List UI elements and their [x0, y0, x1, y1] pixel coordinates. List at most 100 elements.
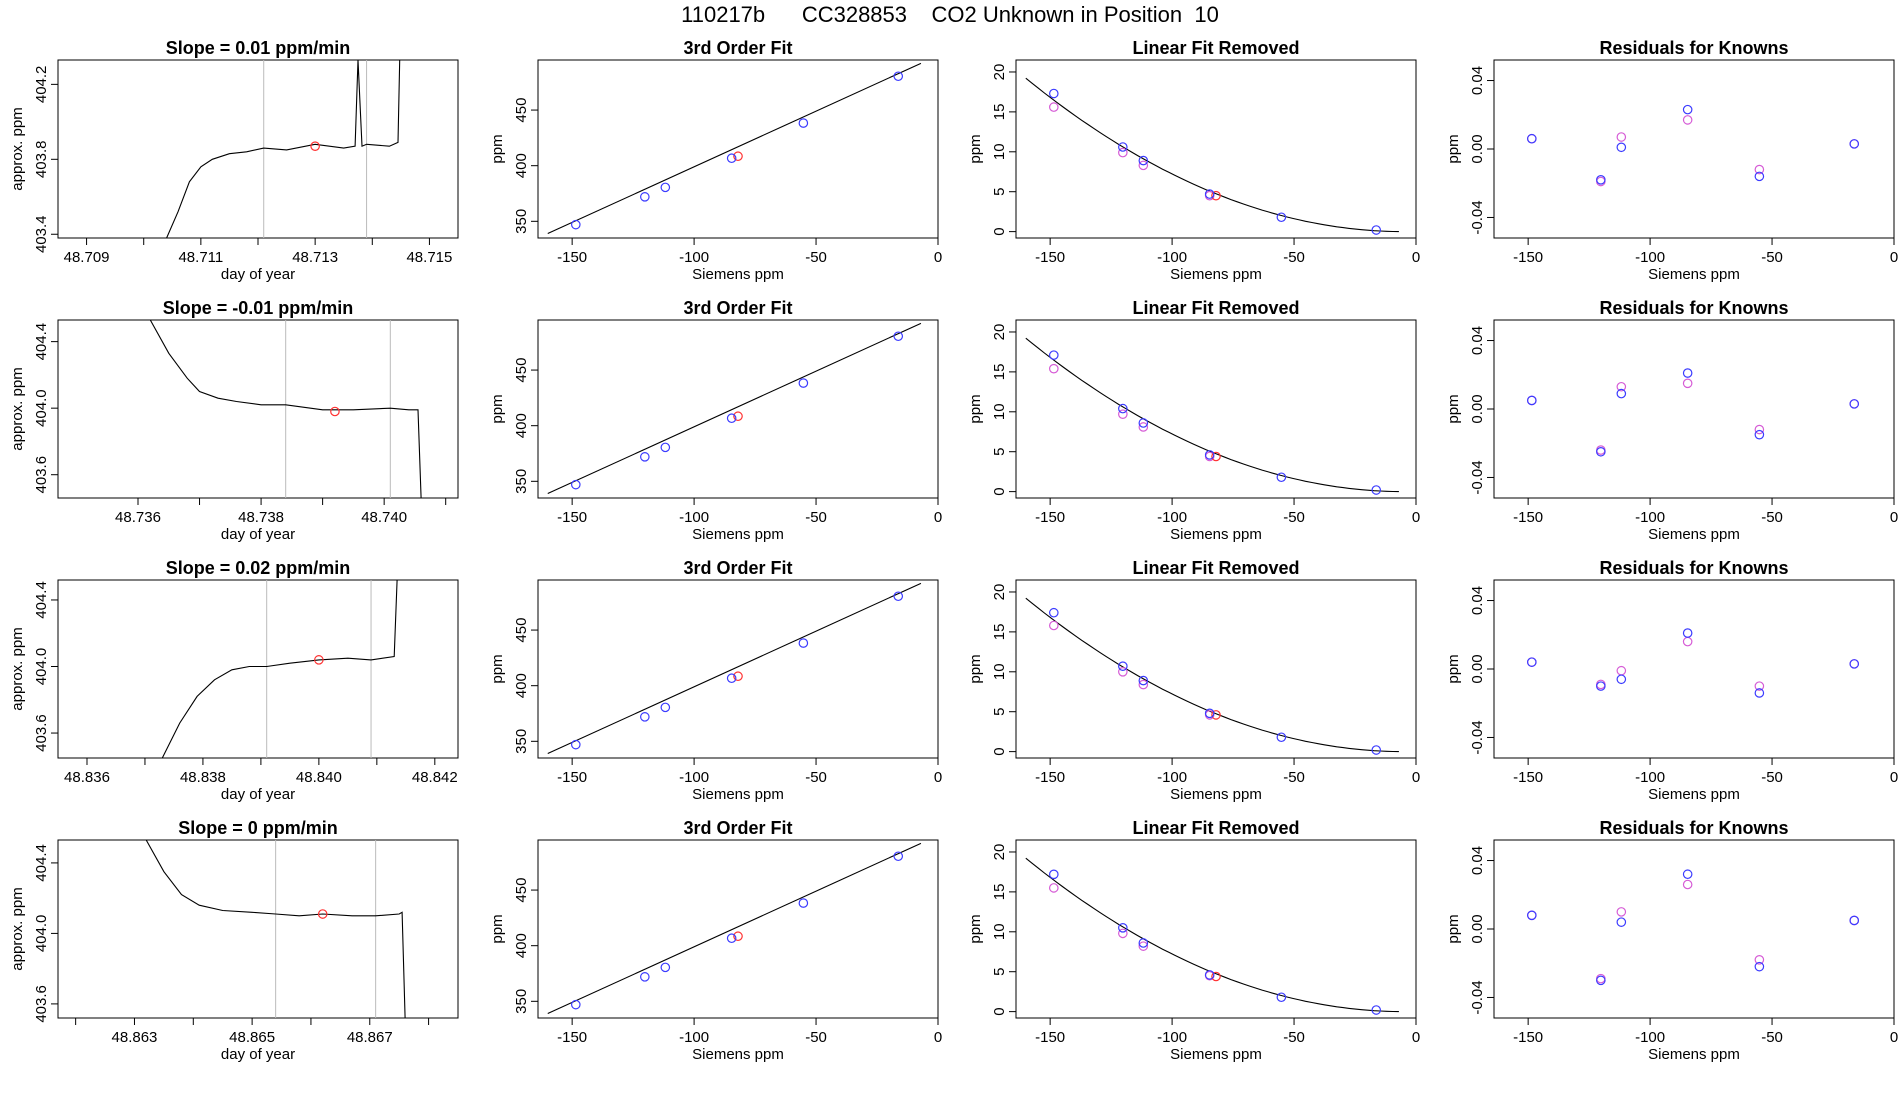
fit-point [1682, 879, 1693, 890]
y-axis-label: approx. ppm [9, 367, 26, 450]
known-point [1118, 142, 1128, 152]
panel-title: Residuals for Knowns [1599, 298, 1788, 318]
plot-area [1025, 337, 1399, 495]
x-tick-label: -150 [1513, 509, 1543, 526]
y-tick-label: 404.0 [33, 389, 50, 427]
x-tick-label: -100 [1635, 249, 1665, 266]
x-tick-label: -150 [1035, 769, 1065, 786]
panel-r1c2: 3rd Order Fit -150 -100 -50 0 Siemens ppm 350 4… [489, 38, 942, 283]
known-point [1849, 139, 1860, 149]
fit-curve [1025, 77, 1399, 233]
y-tick-label: -0.04 [1469, 460, 1486, 494]
known-point [1138, 675, 1149, 686]
panel-title: Residuals for Knowns [1599, 38, 1788, 58]
plot-frame [57, 579, 459, 759]
y-tick-label: 403.4 [33, 215, 50, 253]
y-tick-label: 350 [513, 209, 530, 234]
fit-point [1682, 378, 1693, 389]
y-tick-label: 403.6 [33, 456, 50, 494]
known-point [893, 851, 904, 862]
unknown-point [1211, 971, 1221, 982]
fit-point [1138, 422, 1149, 432]
y-axis-label: ppm [489, 914, 506, 943]
x-tick-label: -150 [557, 769, 587, 786]
known-point [1204, 708, 1215, 719]
known-point [1849, 915, 1860, 926]
x-tick-label: -100 [679, 769, 709, 786]
y-tick-label: 20 [991, 64, 1008, 81]
panel-r2c2: 3rd Order Fit -150 -100 -50 0 Siemens ppm 350 4… [489, 298, 942, 543]
known-point [1754, 429, 1765, 440]
plot-area [1527, 628, 1860, 698]
known-point [1371, 745, 1382, 755]
fit-point [1754, 955, 1765, 965]
y-axis-label: ppm [489, 394, 506, 423]
x-tick-label: 0 [1412, 249, 1420, 266]
known-point [1371, 485, 1382, 495]
panel-r4c1: Slope = 0 ppm/min 48.863 48.865 48.867 day o… [9, 818, 459, 1063]
known-point [660, 962, 671, 973]
trace-line [145, 840, 406, 1018]
x-axis-label: day of year [221, 266, 295, 283]
x-tick-label: 48.711 [178, 249, 223, 266]
x-tick-label: -150 [1035, 249, 1065, 266]
y-tick-label: 0 [991, 747, 1008, 755]
x-tick-label: -150 [1035, 509, 1065, 526]
fit-point [1118, 666, 1128, 677]
y-tick-label: 15 [991, 884, 1008, 901]
known-point [1754, 171, 1765, 182]
x-tick-label: -150 [557, 509, 587, 526]
fit-point [1616, 381, 1627, 392]
plot-frame [1493, 839, 1895, 1019]
y-tick-label: 5 [991, 448, 1008, 456]
plot-frame [1493, 319, 1895, 499]
y-tick-label: 400 [513, 413, 530, 438]
x-tick-label: -50 [1761, 509, 1783, 526]
y-axis-label: ppm [489, 134, 506, 163]
x-tick-label: -50 [805, 1029, 827, 1046]
panel-r3c1: Slope = 0.02 ppm/min 48.836 48.838 48.840 48… [9, 558, 459, 803]
fit-curve [547, 322, 922, 495]
plot-frame [1493, 59, 1895, 239]
x-tick-label: -100 [1635, 509, 1665, 526]
x-tick-label: 48.867 [347, 1029, 393, 1046]
y-tick-label: 450 [513, 358, 530, 383]
known-point [1204, 450, 1215, 460]
average-marker [310, 141, 320, 151]
x-axis-label: Siemens ppm [1170, 266, 1262, 283]
known-point [726, 673, 737, 684]
y-tick-label: 0 [991, 487, 1008, 495]
known-point [1616, 674, 1627, 685]
fit-point [1616, 907, 1627, 917]
plot-frame [1015, 59, 1417, 239]
x-axis-label: Siemens ppm [692, 786, 784, 803]
panel-r2c4: Residuals for Knowns -150 -100 -50 0 Siemens … [1445, 298, 1898, 543]
fit-point [1754, 681, 1765, 691]
y-tick-label: 350 [513, 469, 530, 494]
panel-r1c3: Linear Fit Removed -150 -100 -50 0 Siemens pp… [967, 38, 1420, 283]
x-tick-label: 0 [934, 769, 942, 786]
known-point [640, 972, 650, 982]
known-point [726, 933, 737, 944]
plot-area [1025, 77, 1399, 235]
fit-point [1049, 363, 1059, 374]
x-tick-label: -150 [1513, 249, 1543, 266]
fit-point [1682, 115, 1693, 125]
y-tick-label: 0 [991, 227, 1008, 235]
known-point [1138, 938, 1149, 948]
y-tick-label: -0.04 [1469, 980, 1486, 1014]
unknown-point [733, 151, 743, 162]
panel-title: 3rd Order Fit [683, 38, 792, 58]
known-point [1276, 472, 1287, 483]
x-tick-label: -150 [557, 1029, 587, 1046]
x-tick-label: -100 [1157, 509, 1187, 526]
panel-title: 3rd Order Fit [683, 558, 792, 578]
known-point [1138, 418, 1149, 428]
plot-frame [537, 59, 939, 239]
fit-point [1616, 665, 1627, 676]
x-tick-label: 0 [1890, 249, 1898, 266]
fit-point [1754, 424, 1765, 435]
trace-line [149, 320, 422, 498]
known-point [726, 153, 737, 164]
